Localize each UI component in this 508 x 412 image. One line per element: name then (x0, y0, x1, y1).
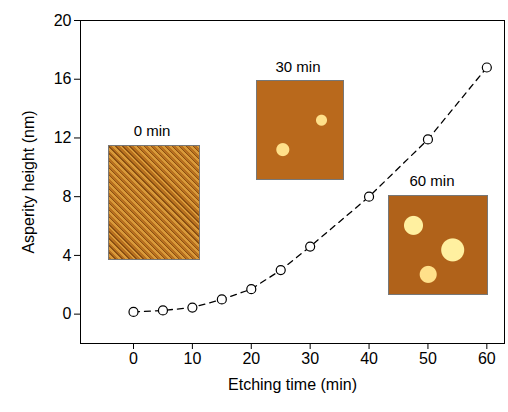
svg-text:12: 12 (54, 129, 72, 146)
svg-text:Etching time (min): Etching time (min) (228, 376, 357, 393)
html-text:30 min: 30 min (275, 58, 321, 75)
svg-text:4: 4 (63, 247, 72, 264)
svg-text:20: 20 (242, 350, 260, 367)
html-text:60 min: 60 min (409, 172, 455, 189)
svg-text:8: 8 (63, 188, 72, 205)
svg-text:30: 30 (301, 350, 319, 367)
svg-text:40: 40 (360, 350, 378, 367)
svg-text:60: 60 (478, 350, 496, 367)
svg-text:50: 50 (419, 350, 437, 367)
svg-text:Asperity height (nm): Asperity height (nm) (20, 110, 37, 253)
svg-text:10: 10 (183, 350, 201, 367)
svg-text:0: 0 (63, 305, 72, 322)
html-text:0 min: 0 min (133, 122, 171, 139)
svg-text:20: 20 (54, 12, 72, 29)
svg-text:16: 16 (54, 70, 72, 87)
svg-text:0: 0 (129, 350, 138, 367)
